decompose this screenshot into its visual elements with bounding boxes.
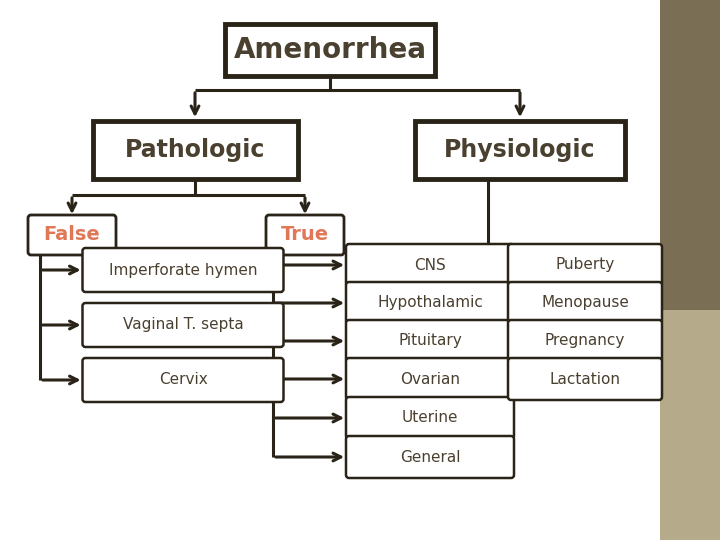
Text: Physiologic: Physiologic bbox=[444, 138, 595, 162]
FancyBboxPatch shape bbox=[346, 358, 514, 400]
FancyBboxPatch shape bbox=[266, 215, 344, 255]
FancyBboxPatch shape bbox=[346, 397, 514, 439]
FancyBboxPatch shape bbox=[28, 215, 116, 255]
Bar bbox=[92, 121, 297, 179]
Text: Pituitary: Pituitary bbox=[398, 334, 462, 348]
FancyBboxPatch shape bbox=[508, 244, 662, 286]
FancyBboxPatch shape bbox=[346, 244, 514, 286]
FancyBboxPatch shape bbox=[508, 320, 662, 362]
Text: Cervix: Cervix bbox=[158, 373, 207, 388]
Text: Lactation: Lactation bbox=[549, 372, 621, 387]
Text: Vaginal T. septa: Vaginal T. septa bbox=[122, 318, 243, 333]
Text: Pathologic: Pathologic bbox=[125, 138, 265, 162]
FancyBboxPatch shape bbox=[83, 358, 284, 402]
FancyBboxPatch shape bbox=[346, 320, 514, 362]
Text: Amenorrhea: Amenorrhea bbox=[233, 36, 426, 64]
FancyBboxPatch shape bbox=[346, 282, 514, 324]
FancyBboxPatch shape bbox=[508, 358, 662, 400]
Text: Imperforate hymen: Imperforate hymen bbox=[109, 262, 257, 278]
Bar bbox=[660, 310, 720, 540]
Text: CNS: CNS bbox=[414, 258, 446, 273]
Text: True: True bbox=[281, 226, 329, 245]
Bar bbox=[415, 121, 625, 179]
FancyBboxPatch shape bbox=[83, 248, 284, 292]
Bar bbox=[225, 24, 435, 76]
Text: Menopause: Menopause bbox=[541, 295, 629, 310]
Text: Ovarian: Ovarian bbox=[400, 372, 460, 387]
Text: Uterine: Uterine bbox=[402, 410, 458, 426]
Text: Pregnancy: Pregnancy bbox=[545, 334, 625, 348]
Bar bbox=[660, 0, 720, 540]
Text: Puberty: Puberty bbox=[555, 258, 615, 273]
FancyBboxPatch shape bbox=[83, 303, 284, 347]
FancyBboxPatch shape bbox=[346, 436, 514, 478]
Text: Hypothalamic: Hypothalamic bbox=[377, 295, 483, 310]
FancyBboxPatch shape bbox=[508, 282, 662, 324]
Text: General: General bbox=[400, 449, 460, 464]
Text: False: False bbox=[44, 226, 100, 245]
